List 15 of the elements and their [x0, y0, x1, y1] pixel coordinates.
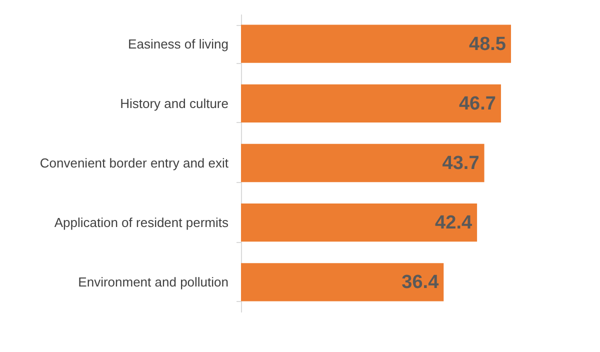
y-tick-label: Convenient border entry and exit [40, 156, 229, 170]
data-label: 48.5 [469, 34, 506, 55]
y-tick-label: History and culture [120, 96, 228, 111]
data-label: 42.4 [435, 212, 472, 234]
bar [241, 204, 478, 242]
data-label: 36.4 [402, 272, 440, 294]
bar [241, 144, 484, 182]
bar [241, 24, 511, 63]
data-label: 43.7 [442, 153, 480, 174]
bar [241, 84, 501, 122]
bar [241, 263, 444, 302]
data-label: 46.7 [458, 93, 496, 114]
y-tick-label: Environment and pollution [78, 274, 228, 290]
y-tick-label: Application of resident permits [54, 215, 229, 230]
y-tick-label: Easiness of living [128, 36, 228, 52]
